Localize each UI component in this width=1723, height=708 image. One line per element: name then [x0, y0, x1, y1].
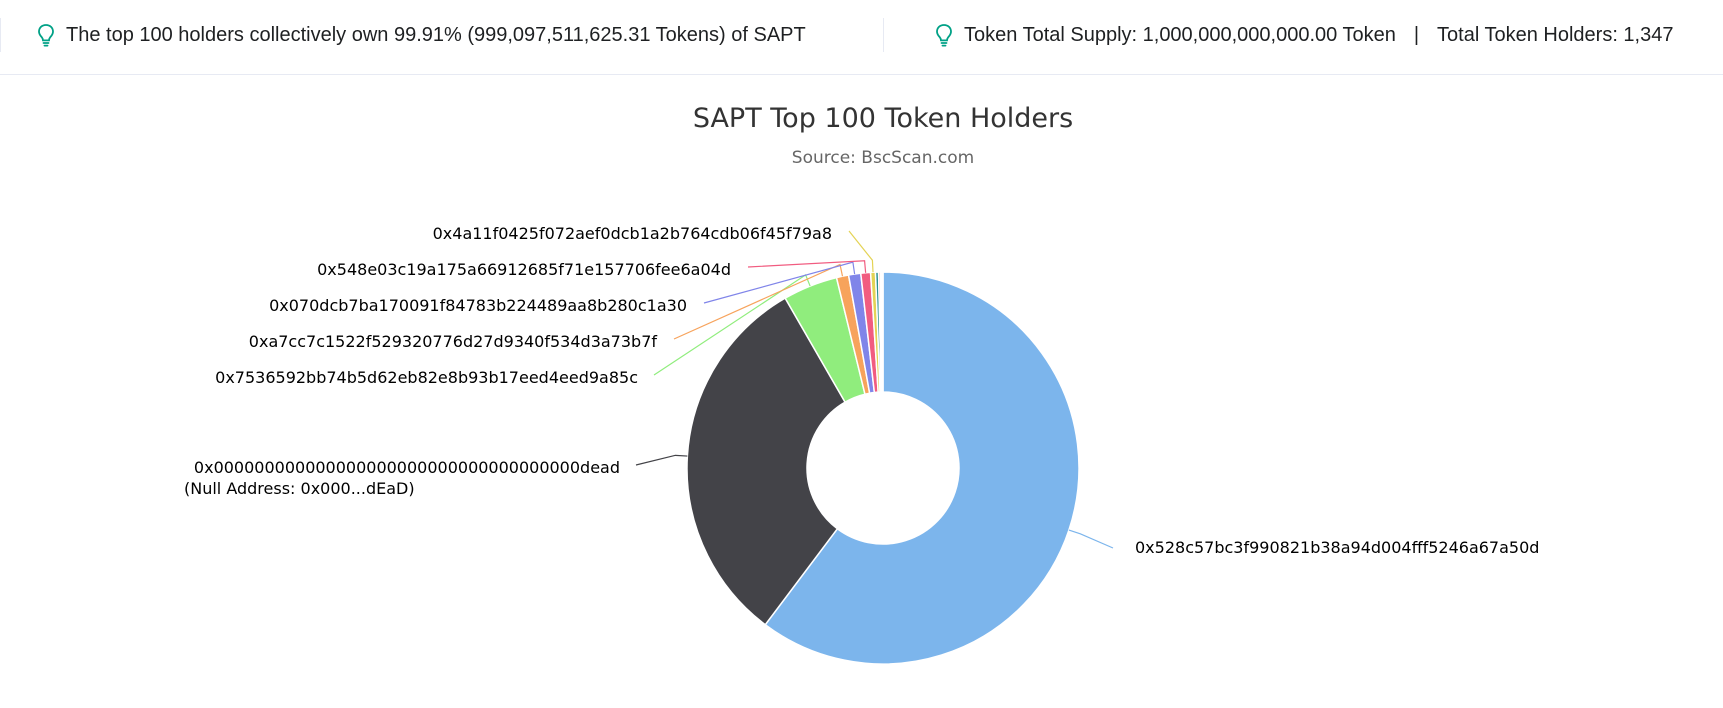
lightbulb-icon: [936, 24, 952, 47]
slice-label: 0x4a11f0425f072aef0dcb1a2b764cdb06f45f79…: [433, 224, 832, 243]
lightbulb-icon: [38, 24, 54, 47]
slice-label: 0x548e03c19a175a66912685f71e157706fee6a0…: [317, 260, 731, 279]
holders-chart: SAPT Top 100 Token Holders Source: BscSc…: [0, 75, 1723, 703]
slice-labels: 0x528c57bc3f990821b38a94d004fff5246a67a5…: [184, 224, 1539, 557]
token-summary-bar: The top 100 holders collectively own 99.…: [0, 0, 1723, 75]
chart-title: SAPT Top 100 Token Holders: [693, 103, 1073, 134]
slice-label: 0x070dcb7ba170091f84783b224489aa8b280c1a…: [269, 296, 687, 315]
top-holders-info: The top 100 holders collectively own 99.…: [36, 20, 806, 50]
chart-subtitle: Source: BscScan.com: [792, 148, 974, 168]
label-connector: [635, 454, 688, 466]
label-connectors: [635, 230, 1114, 549]
slice-label: 0x000000000000000000000000000000000000de…: [194, 458, 620, 477]
top-holders-text: The top 100 holders collectively own 99.…: [66, 23, 806, 46]
supply-info: Token Total Supply: 1,000,000,000,000.00…: [934, 20, 1673, 50]
donut-slice[interactable]: [686, 297, 847, 626]
left-divider: [0, 18, 1, 52]
total-supply-text: Token Total Supply: 1,000,000,000,000.00…: [964, 23, 1396, 46]
holders-donut-chart: SAPT Top 100 Token Holders Source: BscSc…: [184, 103, 1539, 665]
label-connector: [1068, 529, 1114, 549]
slice-label: 0x7536592bb74b5d62eb82e8b93b17eed4eed9a8…: [215, 368, 638, 387]
label-connector: [703, 261, 856, 304]
label-connector: [848, 230, 874, 273]
donut-slices: [686, 271, 1080, 665]
total-holders-text: Total Token Holders: 1,347: [1437, 23, 1674, 46]
slice-label: 0x528c57bc3f990821b38a94d004fff5246a67a5…: [1135, 538, 1539, 557]
donut-slice[interactable]: [880, 271, 884, 393]
summary-divider: [883, 18, 884, 52]
label-connector: [747, 260, 867, 273]
slice-label-note: (Null Address: 0x000...dEaD): [184, 479, 415, 498]
slice-label: 0xa7cc7c1522f529320776d27d9340f534d3a73b…: [249, 332, 658, 351]
label-connector: [673, 263, 844, 340]
donut-slice[interactable]: [764, 271, 1080, 665]
info-separator: |: [1413, 23, 1420, 46]
